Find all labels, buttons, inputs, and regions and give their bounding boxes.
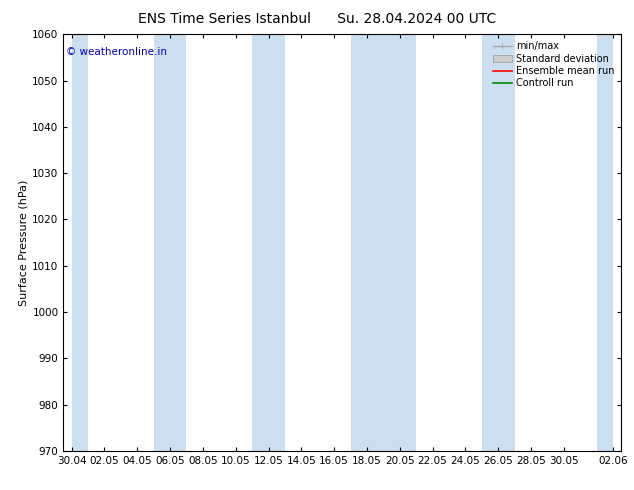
Bar (72, 34, 88, 451)
Bar (351, 34, 416, 451)
Text: ENS Time Series Istanbul      Su. 28.04.2024 00 UTC: ENS Time Series Istanbul Su. 28.04.2024 … (138, 12, 496, 26)
Text: © weatheronline.in: © weatheronline.in (66, 47, 167, 57)
Y-axis label: Surface Pressure (hPa): Surface Pressure (hPa) (18, 179, 28, 306)
Legend: min/max, Standard deviation, Ensemble mean run, Controll run: min/max, Standard deviation, Ensemble me… (491, 39, 616, 90)
Bar (482, 34, 515, 451)
Bar (597, 34, 613, 451)
Bar (252, 34, 285, 451)
Bar (153, 34, 186, 451)
